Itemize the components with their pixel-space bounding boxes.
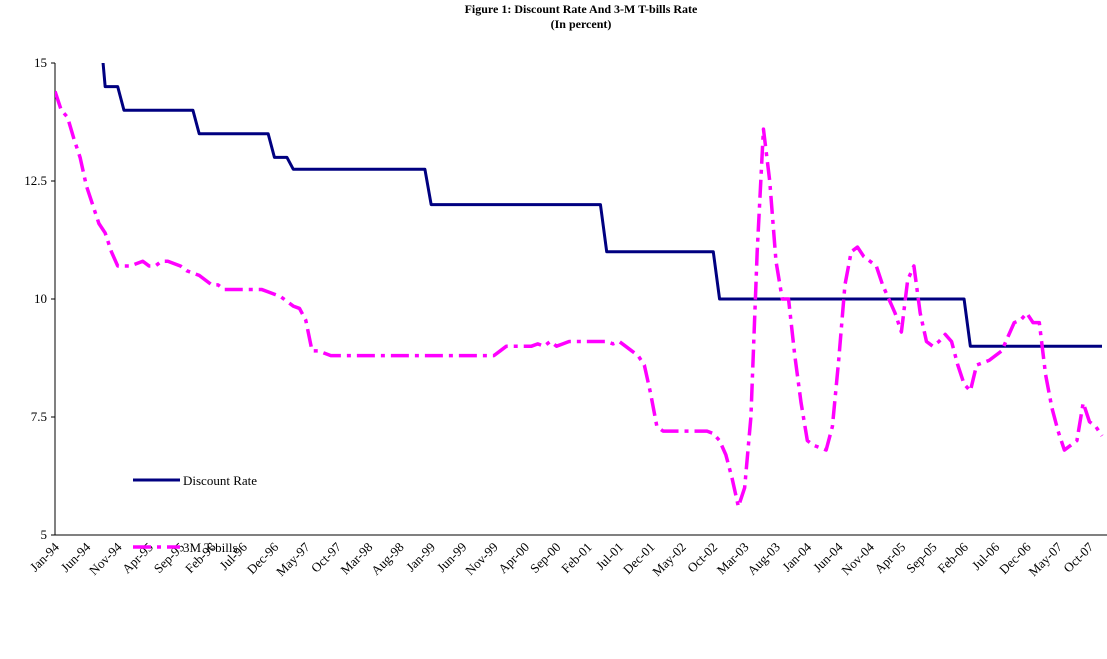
x-tick-label: Nov-04 [838,539,877,578]
x-tick-label: Aug-03 [744,539,783,578]
y-tick-label: 15 [34,55,47,70]
chart-title: Figure 1: Discount Rate And 3-M T-bills … [465,2,698,16]
y-tick-label: 7.5 [31,409,47,424]
y-tick-label: 12.5 [24,173,47,188]
x-tick-label: Nov-94 [86,539,125,578]
series-line [55,90,1104,509]
x-tick-label: May-97 [273,539,313,579]
legend-label: Discount Rate [183,473,257,488]
x-tick-label: Feb-06 [934,539,971,576]
y-tick-label: 5 [41,527,48,542]
x-tick-label: Apr-95 [119,539,156,576]
y-tick-label: 10 [34,291,47,306]
x-tick-label: Aug-98 [368,539,407,578]
x-tick-label: Mar-98 [337,539,375,577]
x-tick-label: Feb-01 [558,539,595,576]
x-tick-label: May-07 [1025,539,1065,579]
x-tick-label: Mar-03 [714,539,752,577]
legend-label: 3M T-bills [183,540,238,555]
x-tick-label: Jan-99 [403,539,438,574]
chart-subtitle: (In percent) [551,17,612,31]
x-tick-label: Jan-94 [27,539,62,574]
x-tick-label: May-02 [649,539,689,579]
x-tick-label: Sep-05 [903,539,940,576]
x-tick-label: Oct-02 [684,539,720,575]
x-tick-label: Apr-05 [871,539,908,576]
x-tick-label: Nov-99 [462,539,501,578]
x-tick-label: Oct-07 [1060,539,1096,575]
x-tick-label: Sep-95 [151,539,188,576]
x-tick-label: Sep-00 [527,539,564,576]
series-line [101,63,1102,348]
x-tick-label: Jan-04 [779,539,814,574]
plot-area [55,63,1104,509]
x-tick-label: Oct-97 [308,539,344,575]
x-tick-label: Apr-00 [495,539,532,576]
